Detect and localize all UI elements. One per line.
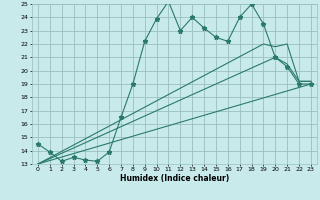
X-axis label: Humidex (Indice chaleur): Humidex (Indice chaleur)	[120, 174, 229, 183]
